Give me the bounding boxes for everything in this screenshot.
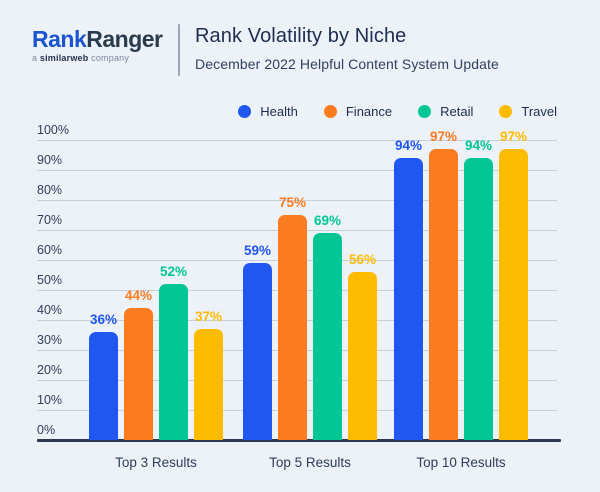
- bar-value-label: 94%: [394, 138, 423, 153]
- logo-text-ranger: Ranger: [86, 26, 163, 52]
- header: RankRanger a similarweb company Rank Vol…: [32, 24, 499, 76]
- y-tick-label: 0%: [37, 423, 56, 437]
- x-tick-label: Top 5 Results: [269, 455, 351, 470]
- bar-finance-top-3-results: 44%: [124, 288, 153, 440]
- bar-value-label: 97%: [429, 129, 458, 144]
- gridline: [37, 170, 557, 171]
- bar-retail-top-10-results: 94%: [464, 138, 493, 440]
- tagline-brand: similarweb: [39, 53, 89, 64]
- x-tick-label: Top 3 Results: [115, 455, 197, 470]
- chart-subtitle: December 2022 Helpful Content System Upd…: [195, 56, 499, 72]
- x-tick-label: Top 10 Results: [416, 455, 506, 470]
- bar-value-label: 44%: [124, 288, 153, 303]
- bar-value-label: 56%: [348, 252, 377, 267]
- bar-health-top-10-results: 94%: [394, 138, 423, 440]
- bar-travel-top-5-results: 56%: [348, 252, 377, 440]
- legend-label: Finance: [345, 104, 393, 119]
- y-tick-label: 20%: [37, 363, 63, 377]
- y-tick-label: 60%: [37, 243, 63, 257]
- logo-tagline: a similarweb company: [32, 53, 172, 63]
- logo-text-rank: Rank: [32, 26, 87, 52]
- y-tick-label: 10%: [37, 393, 63, 407]
- bar-finance-top-10-results: 97%: [429, 129, 458, 440]
- bar-health-top-5-results: 59%: [243, 243, 272, 440]
- y-tick-label: 80%: [37, 183, 63, 197]
- legend-label: Travel: [521, 104, 557, 119]
- legend-dot-retail: [418, 105, 432, 118]
- legend-label: Retail: [440, 104, 474, 119]
- header-divider: [178, 24, 180, 76]
- bar-retail-top-5-results: 69%: [313, 213, 342, 440]
- bar-value-label: 75%: [278, 195, 307, 210]
- y-tick-label: 40%: [37, 303, 63, 317]
- gridline: [37, 140, 557, 141]
- bar-finance-top-5-results: 75%: [278, 195, 307, 440]
- legend-item-finance: Finance: [323, 104, 393, 119]
- gridline: [37, 200, 557, 201]
- bar-value-label: 69%: [313, 213, 342, 228]
- y-tick-label: 100%: [37, 123, 69, 137]
- bar-travel-top-10-results: 97%: [499, 129, 528, 440]
- bar-value-label: 94%: [464, 138, 493, 153]
- bar-health-top-3-results: 36%: [89, 312, 118, 440]
- legend-item-retail: Retail: [418, 104, 473, 119]
- bar-value-label: 97%: [499, 129, 528, 144]
- bar-value-label: 37%: [194, 309, 223, 324]
- legend-item-travel: Travel: [499, 104, 557, 119]
- rankranger-logo: RankRanger a similarweb company: [32, 24, 172, 63]
- legend-dot-finance: [323, 105, 337, 118]
- tagline-prefix: a: [32, 53, 40, 64]
- logo-wordmark: RankRanger: [32, 27, 172, 51]
- chart-legend: Health Finance Retail Travel: [238, 104, 557, 119]
- y-tick-label: 30%: [37, 333, 63, 347]
- bar-retail-top-3-results: 52%: [159, 264, 188, 440]
- y-tick-label: 90%: [37, 153, 63, 167]
- bar-travel-top-3-results: 37%: [194, 309, 223, 440]
- y-tick-label: 70%: [37, 213, 63, 227]
- legend-dot-travel: [499, 105, 513, 118]
- bar-value-label: 59%: [243, 243, 272, 258]
- x-axis-line: [37, 439, 561, 442]
- bar-group-3: 94% 97% 94% 97%: [394, 129, 528, 440]
- bar-value-label: 36%: [89, 312, 118, 327]
- tagline-suffix: company: [88, 53, 130, 64]
- y-tick-label: 50%: [37, 273, 63, 287]
- bar-value-label: 52%: [159, 264, 188, 279]
- legend-item-health: Health: [238, 104, 298, 119]
- bar-group-2: 59% 75% 69% 56%: [243, 195, 377, 440]
- legend-label: Health: [260, 104, 298, 119]
- legend-dot-health: [238, 105, 252, 118]
- chart-title: Rank Volatility by Niche: [195, 25, 407, 47]
- title-block: Rank Volatility by Niche December 2022 H…: [195, 24, 499, 72]
- bar-group-1: 36% 44% 52% 37%: [89, 264, 223, 440]
